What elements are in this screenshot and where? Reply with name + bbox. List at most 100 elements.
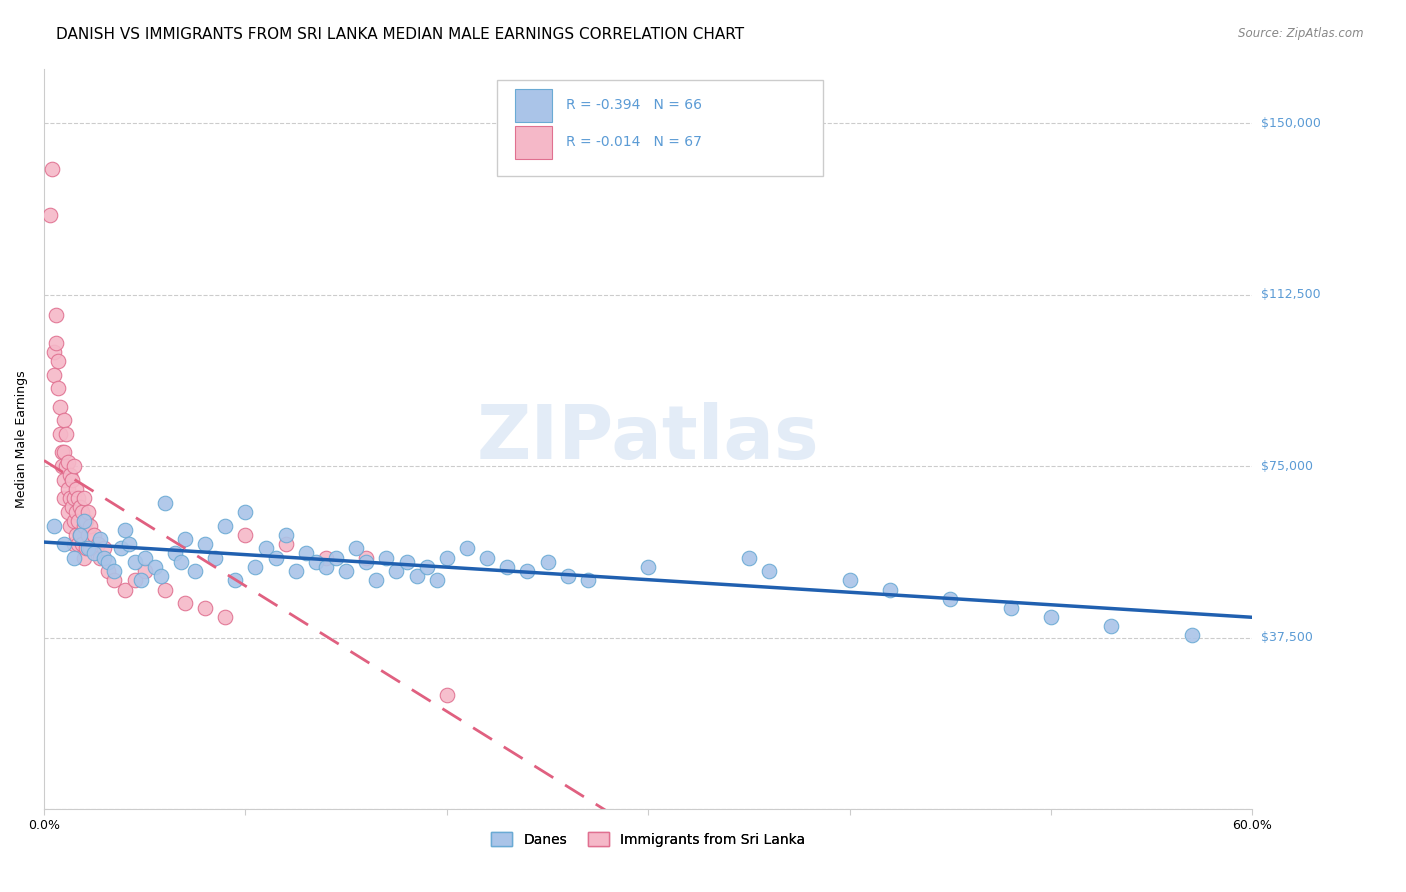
- Point: [576, 574, 599, 588]
- Point: [53, 491, 76, 505]
- Point: [436, 550, 458, 565]
- Point: [97, 555, 120, 569]
- Point: [67, 537, 90, 551]
- Point: [245, 559, 267, 574]
- Point: [295, 546, 318, 560]
- Point: [395, 555, 418, 569]
- Text: Source: ZipAtlas.com: Source: ZipAtlas.com: [1239, 27, 1364, 40]
- Point: [77, 505, 100, 519]
- Point: [63, 514, 86, 528]
- Point: [65, 527, 87, 541]
- Point: [366, 574, 388, 588]
- Point: [69, 527, 91, 541]
- Point: [738, 550, 761, 565]
- Point: [274, 527, 297, 541]
- Point: [56, 505, 79, 519]
- Point: [87, 537, 110, 551]
- Point: [77, 541, 100, 556]
- Point: [53, 473, 76, 487]
- Point: [174, 596, 197, 610]
- Point: [325, 550, 347, 565]
- Point: [305, 555, 328, 569]
- Point: [184, 564, 207, 578]
- Point: [124, 555, 146, 569]
- Point: [59, 468, 82, 483]
- Point: [89, 533, 111, 547]
- Point: [83, 527, 105, 541]
- Point: [42, 368, 65, 382]
- Point: [375, 550, 398, 565]
- Point: [53, 413, 76, 427]
- Point: [114, 523, 136, 537]
- Point: [75, 514, 97, 528]
- Point: [73, 514, 96, 528]
- Point: [194, 537, 217, 551]
- FancyBboxPatch shape: [515, 88, 551, 122]
- Text: $150,000: $150,000: [1261, 117, 1320, 130]
- Point: [1040, 610, 1063, 624]
- Point: [284, 564, 307, 578]
- Point: [73, 518, 96, 533]
- Point: [354, 555, 377, 569]
- Point: [1101, 619, 1123, 633]
- Point: [1000, 600, 1022, 615]
- Point: [77, 527, 100, 541]
- Point: [73, 550, 96, 565]
- Point: [51, 445, 73, 459]
- Point: [46, 354, 69, 368]
- Point: [174, 533, 197, 547]
- Point: [129, 574, 152, 588]
- Text: R = -0.394   N = 66: R = -0.394 N = 66: [567, 98, 702, 112]
- Text: R = -0.014   N = 67: R = -0.014 N = 67: [567, 136, 702, 149]
- Point: [65, 482, 87, 496]
- Point: [315, 550, 337, 565]
- Point: [60, 500, 83, 515]
- Point: [385, 564, 408, 578]
- Point: [163, 546, 186, 560]
- Text: DANISH VS IMMIGRANTS FROM SRI LANKA MEDIAN MALE EARNINGS CORRELATION CHART: DANISH VS IMMIGRANTS FROM SRI LANKA MEDI…: [56, 27, 744, 42]
- Point: [110, 541, 132, 556]
- Point: [59, 491, 82, 505]
- Point: [838, 574, 860, 588]
- Point: [758, 564, 780, 578]
- Point: [46, 382, 69, 396]
- Point: [235, 527, 257, 541]
- Point: [149, 569, 172, 583]
- Point: [254, 541, 277, 556]
- Point: [42, 345, 65, 359]
- Point: [456, 541, 478, 556]
- Point: [436, 688, 458, 702]
- Point: [939, 591, 962, 606]
- Point: [73, 491, 96, 505]
- Point: [143, 559, 166, 574]
- Point: [274, 537, 297, 551]
- Point: [65, 505, 87, 519]
- Point: [170, 555, 193, 569]
- Point: [49, 427, 72, 442]
- Point: [79, 518, 101, 533]
- Point: [114, 582, 136, 597]
- Text: $112,500: $112,500: [1261, 288, 1320, 301]
- Point: [55, 427, 77, 442]
- Point: [56, 482, 79, 496]
- Point: [117, 537, 139, 551]
- Point: [235, 505, 257, 519]
- Point: [93, 550, 115, 565]
- Legend: Danes, Immigrants from Sri Lanka: Danes, Immigrants from Sri Lanka: [485, 825, 813, 854]
- Point: [83, 546, 105, 560]
- Point: [75, 541, 97, 556]
- Y-axis label: Median Male Earnings: Median Male Earnings: [15, 370, 28, 508]
- Point: [1181, 628, 1204, 642]
- Point: [49, 400, 72, 414]
- Point: [335, 564, 357, 578]
- Point: [103, 564, 125, 578]
- Point: [496, 559, 519, 574]
- Point: [51, 459, 73, 474]
- Text: $37,500: $37,500: [1261, 631, 1313, 644]
- Point: [69, 527, 91, 541]
- Point: [475, 550, 498, 565]
- Point: [204, 550, 226, 565]
- Point: [557, 569, 579, 583]
- Point: [134, 550, 156, 565]
- Point: [214, 518, 236, 533]
